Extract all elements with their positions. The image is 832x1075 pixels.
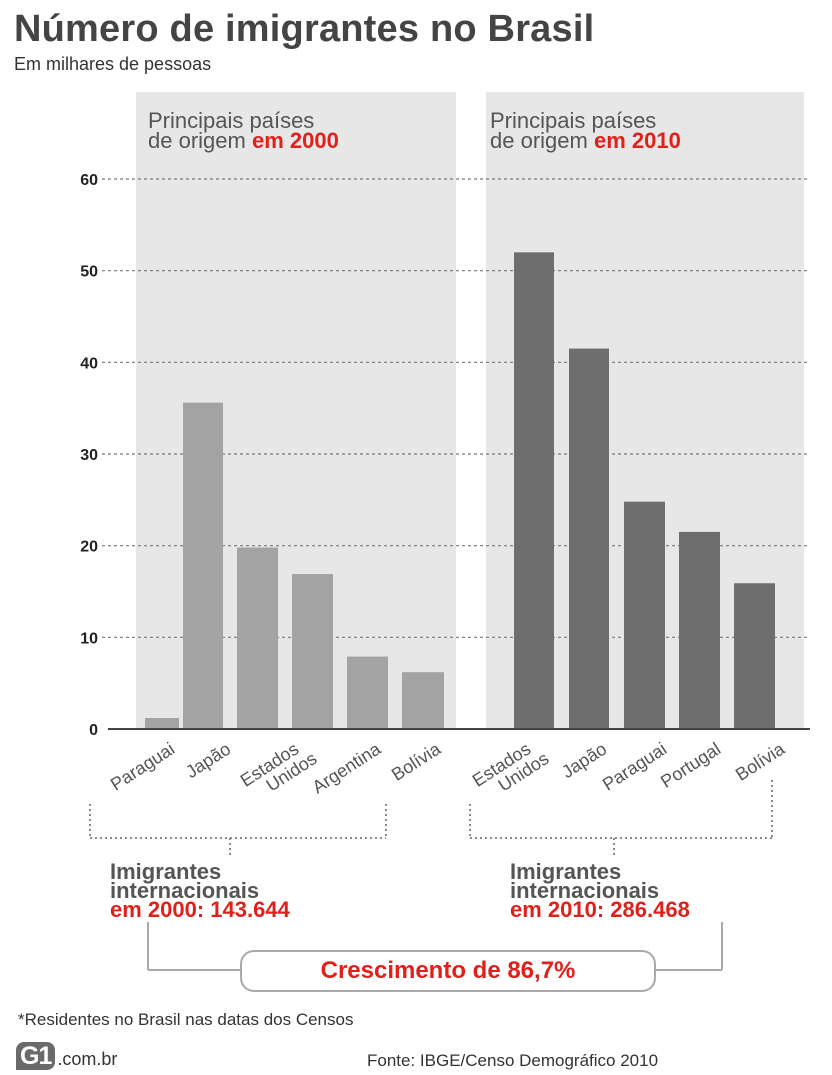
y-tick-label: 20 — [80, 539, 98, 556]
bar — [569, 348, 609, 729]
total-2010-value: em 2010: 286.468 — [510, 897, 690, 922]
bar — [237, 547, 278, 729]
growth-badge: Crescimento de 86,7% — [240, 950, 656, 992]
total-2010-line1: Imigrantes — [510, 859, 622, 884]
x-category-label: Japão — [182, 739, 234, 782]
bar — [734, 583, 775, 729]
bar — [145, 718, 179, 729]
g1-logo: G1 .com.br — [16, 1040, 117, 1070]
bar — [183, 402, 223, 729]
x-category-label: Bolívia — [388, 738, 445, 785]
footnote: *Residentes no Brasil nas datas dos Cens… — [18, 1010, 354, 1029]
total-2000-value: em 2000: 143.644 — [110, 897, 290, 922]
panel-heading-line2: de origem em 2010 — [490, 128, 681, 153]
bar — [679, 531, 720, 729]
y-tick-label: 0 — [89, 722, 98, 739]
total-2000: Imigrantes internacionais em 2000: 143.6… — [110, 859, 290, 922]
y-tick-label: 50 — [80, 264, 98, 281]
panel-heading-line1: Principais países — [490, 108, 656, 133]
g1-logo-mark: G1 — [16, 1042, 56, 1070]
x-category-label: Portugal — [657, 739, 724, 792]
g1-logo-domain: .com.br — [57, 1049, 118, 1069]
x-category-label: Argentina — [309, 738, 385, 797]
source-credit: Fonte: IBGE/Censo Demográfico 2010 — [367, 1051, 659, 1070]
x-category-label: EstadosUnidos — [469, 733, 553, 806]
bar — [292, 574, 333, 729]
x-category-label: Paraguai — [107, 739, 178, 795]
chart-title: Número de imigrantes no Brasil — [14, 8, 595, 50]
x-category-label: Bolívia — [732, 738, 789, 785]
panel-heading-line1: Principais países — [148, 108, 314, 133]
y-tick-label: 60 — [80, 172, 98, 189]
bar — [514, 252, 554, 730]
total-2010-line2: internacionais — [510, 878, 660, 903]
chart-subtitle: Em milhares de pessoas — [14, 54, 212, 74]
total-2000-line2: internacionais — [110, 878, 260, 903]
bar — [402, 672, 444, 729]
y-tick-label: 40 — [80, 355, 98, 372]
x-category-label: Paraguai — [599, 739, 670, 795]
x-category-label: EstadosUnidos — [237, 733, 321, 806]
bar — [624, 501, 665, 729]
total-2000-line1: Imigrantes — [110, 859, 222, 884]
total-2010: Imigrantes internacionais em 2010: 286.4… — [510, 859, 690, 922]
bar — [347, 656, 388, 729]
panel-heading-line2: de origem em 2000 — [148, 128, 339, 153]
y-tick-label: 10 — [80, 630, 98, 647]
y-tick-label: 30 — [80, 447, 98, 464]
